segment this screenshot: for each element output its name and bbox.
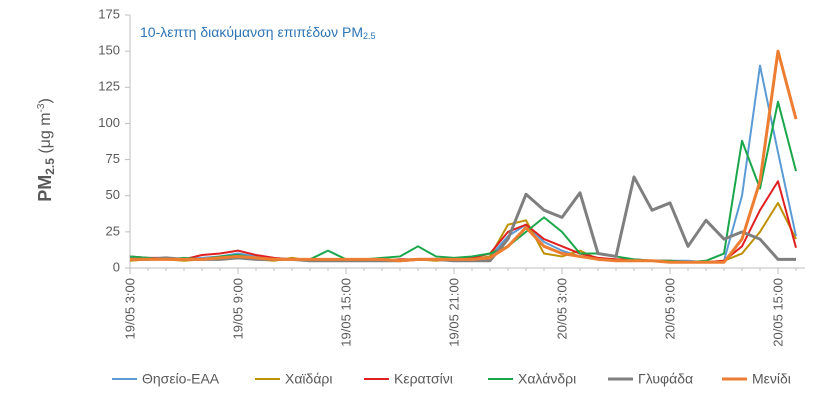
y-tick-label: 0 — [113, 259, 120, 274]
x-tick-label: 19/05 21:00 — [446, 278, 461, 347]
x-tick-label: 20/05 15:00 — [770, 278, 785, 347]
y-tick-label: 75 — [106, 151, 120, 166]
title-sub: 2.5 — [363, 31, 376, 41]
legend-label: Χαϊδάρι — [285, 371, 333, 387]
legend-label: Χαλάνδρι — [518, 371, 576, 387]
x-tick-label: 19/05 3:00 — [122, 278, 137, 339]
y-label-part: ) — [37, 98, 54, 103]
y-label-part: (μg m — [37, 112, 54, 158]
series-line — [129, 100, 797, 264]
y-label-part: PM — [35, 175, 55, 202]
y-label-part: -3 — [36, 103, 47, 112]
series-line — [130, 49, 798, 264]
y-tick-label: 175 — [98, 6, 120, 21]
y-label-part: 2.5 — [43, 158, 57, 175]
legend-label: Γλυφάδα — [638, 371, 693, 387]
x-tick-label: 19/05 15:00 — [338, 278, 353, 347]
y-tick-label: 50 — [106, 187, 120, 202]
series-line — [129, 180, 797, 264]
x-tick-label: 20/05 3:00 — [554, 278, 569, 339]
legend-label: Κερατσίνι — [394, 371, 453, 387]
legend-label: Θησείο-ΕΑΑ — [142, 371, 220, 387]
chart-title: 10-λεπτη διακύμανση επιπέδων PM2.5 — [140, 24, 376, 42]
y-tick-label: 125 — [98, 79, 120, 94]
legend-label: Μενίδι — [752, 371, 791, 387]
x-tick-label: 20/05 9:00 — [662, 278, 677, 339]
y-tick-label: 25 — [106, 223, 120, 238]
title-main: 10-λεπτη διακύμανση επιπέδων PM — [140, 24, 363, 40]
y-tick-label: 150 — [98, 43, 120, 58]
series-line — [130, 175, 796, 263]
x-tick-label: 19/05 9:00 — [230, 278, 245, 339]
y-tick-label: 100 — [98, 115, 120, 130]
y-axis-label: PM2.5 (μg m-3) — [35, 98, 57, 202]
